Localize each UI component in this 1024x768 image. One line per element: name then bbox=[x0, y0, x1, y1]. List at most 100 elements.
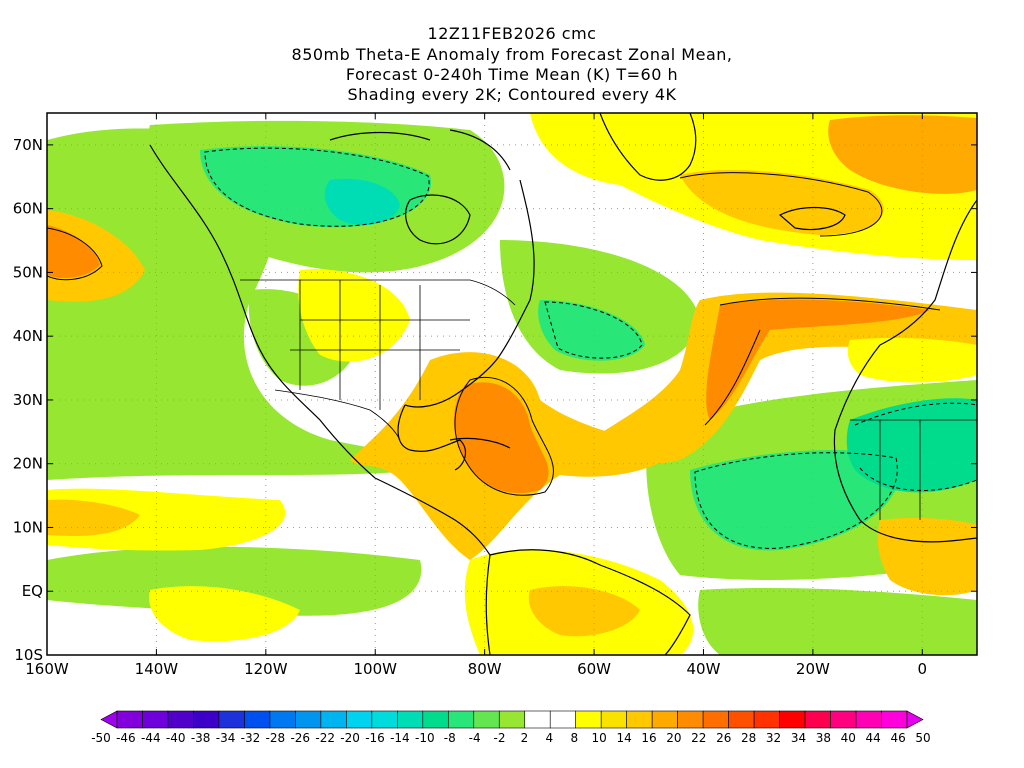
shade-warm-gulf-guinea bbox=[877, 517, 977, 596]
shade-warm-east-pacific-spots bbox=[149, 586, 300, 642]
lat-tick-label: EQ bbox=[22, 582, 43, 600]
colorbar-label: -28 bbox=[266, 731, 286, 745]
colorbar-label: 26 bbox=[716, 731, 731, 745]
colorbar-swatch bbox=[575, 710, 602, 729]
colorbar-swatch bbox=[855, 710, 882, 729]
colorbar-swatch bbox=[397, 710, 424, 729]
coast-europe bbox=[879, 199, 977, 346]
coast-iceland bbox=[778, 206, 846, 231]
colorbar-arrow-left bbox=[100, 710, 118, 729]
colorbar-swatch bbox=[524, 710, 551, 729]
colorbar-swatch bbox=[116, 710, 143, 729]
colorbar-label: 44 bbox=[866, 731, 881, 745]
colorbar-label: -40 bbox=[166, 731, 186, 745]
coast-greenland bbox=[599, 113, 697, 181]
colorbar-label: 10 bbox=[592, 731, 607, 745]
shade-warm-north-atlantic-band bbox=[590, 292, 977, 464]
colorbar-swatch bbox=[320, 710, 347, 729]
colorbar-label: 16 bbox=[641, 731, 656, 745]
colorbar-swatch bbox=[881, 710, 908, 729]
shade-warm-norway bbox=[828, 115, 977, 194]
shade-warm-north-atlantic-core bbox=[706, 299, 930, 420]
coast-canada-archipelago bbox=[329, 129, 511, 171]
colorbar-label: -20 bbox=[340, 731, 360, 745]
coast-gulf-mexico bbox=[397, 404, 467, 471]
shade-warm-caribbean-core bbox=[453, 382, 549, 494]
coastlines bbox=[149, 113, 977, 655]
shade-warm-itcz-pacific bbox=[47, 488, 286, 551]
coast-central-america bbox=[374, 477, 491, 556]
border-us-mexico bbox=[274, 389, 401, 441]
colorbar-label: 28 bbox=[741, 731, 756, 745]
colorbar-swatch bbox=[295, 710, 322, 729]
colorbar-swatch bbox=[167, 710, 194, 729]
colorbar-swatch bbox=[371, 710, 398, 729]
coast-cuba bbox=[449, 437, 511, 449]
colorbar-label: 40 bbox=[841, 731, 856, 745]
border-west-africa bbox=[850, 419, 977, 520]
colorbar-swatch bbox=[244, 710, 271, 729]
graticule bbox=[47, 113, 977, 655]
coast-south-america bbox=[489, 549, 691, 655]
contour-atlantic-band bbox=[704, 297, 941, 426]
lon-tick-label: 120W bbox=[244, 660, 288, 678]
coast-africa bbox=[833, 344, 977, 543]
contour-cold-canada bbox=[204, 147, 430, 227]
shade-cold-south-atlantic bbox=[698, 588, 977, 655]
lon-tick-label: 0 bbox=[918, 660, 928, 678]
lat-tick-label: 20N bbox=[13, 455, 43, 473]
shade-warm-itcz-pacific-core bbox=[47, 499, 140, 536]
colorbar-swatch bbox=[753, 710, 780, 729]
colorbar-label: -8 bbox=[444, 731, 456, 745]
shading-layer bbox=[47, 113, 977, 655]
colorbar-label: 34 bbox=[791, 731, 806, 745]
colorbar-label: -46 bbox=[116, 731, 136, 745]
title-line-4: Shading every 2K; Contoured every 4K bbox=[347, 85, 677, 104]
lat-tick-label: 30N bbox=[13, 391, 43, 409]
lon-tick-label: 20W bbox=[796, 660, 830, 678]
lon-tick-label: 60W bbox=[577, 660, 611, 678]
colorbar-swatch bbox=[779, 710, 806, 729]
shade-warm-us-plains bbox=[298, 269, 410, 362]
colorbar-swatch bbox=[600, 710, 627, 729]
shade-cold-canada-deep bbox=[324, 178, 400, 225]
lon-tick-label: 100W bbox=[354, 660, 398, 678]
political-borders bbox=[240, 279, 977, 520]
lon-tick-label: 160W bbox=[25, 660, 69, 678]
shade-warm-west-pacific-core bbox=[47, 225, 100, 278]
colorbar-swatch bbox=[549, 710, 577, 729]
contours-negative bbox=[204, 147, 977, 549]
border-us-canada bbox=[240, 279, 516, 306]
lon-tick-label: 140W bbox=[135, 660, 179, 678]
colorbar-swatch bbox=[498, 710, 526, 729]
colorbar-label: -26 bbox=[290, 731, 310, 745]
contour-west-pacific-warm bbox=[47, 227, 103, 281]
colorbar-swatch bbox=[422, 710, 449, 729]
contour-warm-plume bbox=[454, 376, 554, 496]
shade-warm-greenland-orange bbox=[680, 170, 884, 235]
title-line-1: 12Z11FEB2026 cmc bbox=[427, 24, 597, 43]
colorbar-swatch bbox=[651, 710, 678, 729]
shade-cold-north-pacific bbox=[47, 128, 420, 480]
border-us-states bbox=[290, 280, 470, 410]
latitude-axis: 70N 60N 50N 40N 30N 20N 10N EQ 10S bbox=[13, 136, 977, 664]
lat-tick-label: 50N bbox=[13, 263, 43, 281]
colorbar-swatch bbox=[346, 710, 373, 729]
colorbar-label: -44 bbox=[141, 731, 161, 745]
lon-tick-label: 40W bbox=[687, 660, 721, 678]
lat-tick-label: 10N bbox=[13, 518, 43, 536]
title-line-2: 850mb Theta-E Anomaly from Forecast Zona… bbox=[291, 45, 733, 64]
colorbar-swatch bbox=[830, 710, 857, 729]
lat-tick-label: 60N bbox=[13, 200, 43, 218]
longitude-axis: 160W 140W 120W 100W 80W 60W 40W 20W 0 bbox=[25, 113, 927, 678]
colorbar-label: -4 bbox=[469, 731, 481, 745]
colorbar-swatch bbox=[193, 710, 220, 729]
lat-tick-label: 70N bbox=[13, 136, 43, 154]
coast-north-america-east bbox=[404, 179, 535, 408]
colorbar-label: -50 bbox=[91, 731, 111, 745]
contours bbox=[47, 172, 941, 496]
shade-warm-south-america-core bbox=[528, 586, 640, 637]
colorbar-label: -22 bbox=[315, 731, 335, 745]
colorbar-swatch bbox=[447, 710, 475, 729]
